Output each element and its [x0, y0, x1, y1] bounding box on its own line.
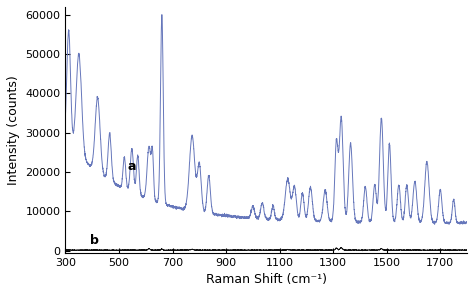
Text: a: a [127, 160, 136, 173]
Y-axis label: Intensity (counts): Intensity (counts) [7, 75, 20, 185]
X-axis label: Raman Shift (cm⁻¹): Raman Shift (cm⁻¹) [206, 273, 327, 286]
Text: b: b [90, 234, 99, 247]
